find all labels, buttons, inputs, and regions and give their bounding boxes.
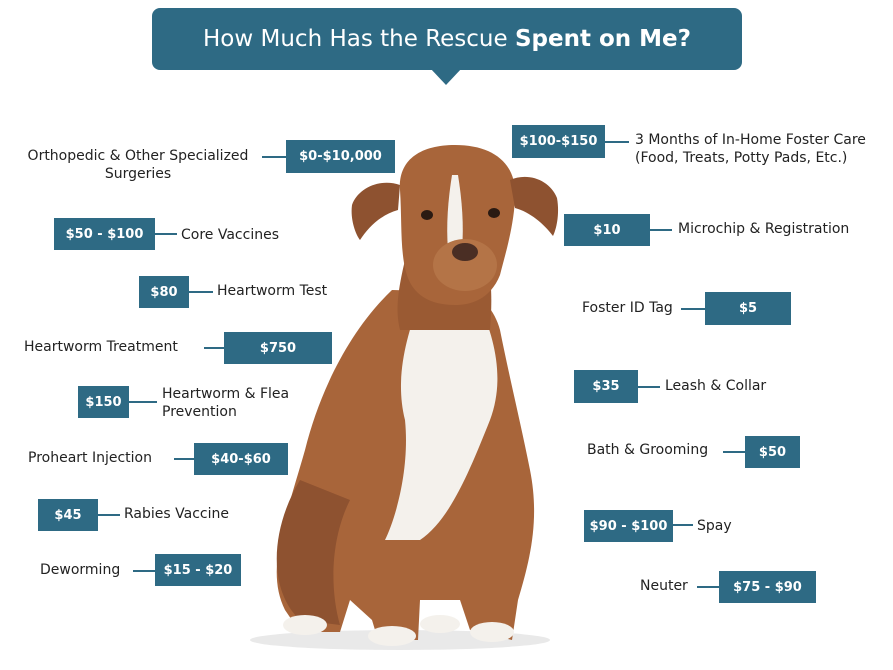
proheart-connector bbox=[174, 458, 194, 460]
proheart-label: Proheart Injection bbox=[28, 450, 152, 466]
bath-connector bbox=[723, 451, 745, 453]
ortho-label-line2: Surgeries bbox=[104, 166, 172, 182]
title-bold: Spent on Me? bbox=[514, 26, 691, 52]
bath-price-tag: $50 bbox=[745, 436, 800, 468]
ortho-label-line1: Orthopedic & Other Specialized bbox=[27, 148, 249, 164]
heartworm-flea-connector bbox=[129, 401, 157, 403]
heartworm-treatment-price-tag: $750 bbox=[224, 332, 332, 364]
microchip-connector bbox=[650, 229, 672, 231]
heartworm-flea-price-tag: $150 bbox=[78, 386, 129, 418]
ortho-label: Orthopedic & Other Specialized Surgeries bbox=[18, 147, 258, 183]
bath-label: Bath & Grooming bbox=[587, 442, 709, 458]
title-banner: How Much Has the Rescue Spent on Me? bbox=[152, 8, 742, 70]
core-vaccines-label: Core Vaccines bbox=[181, 227, 279, 243]
foster-care-label-line2: (Food, Treats, Potty Pads, Etc.) bbox=[635, 150, 848, 166]
microchip-price-tag: $10 bbox=[564, 214, 650, 246]
spay-price-tag: $90 - $100 bbox=[584, 510, 673, 542]
rabies-connector bbox=[98, 514, 120, 516]
rabies-price-tag: $45 bbox=[38, 499, 98, 531]
neuter-price-tag: $75 - $90 bbox=[719, 571, 816, 603]
heartworm-flea-label: Heartworm & Flea Prevention bbox=[162, 385, 289, 421]
core-vaccines-connector bbox=[155, 233, 177, 235]
foster-care-label-line1: 3 Months of In-Home Foster Care bbox=[635, 132, 866, 148]
neuter-label: Neuter bbox=[640, 578, 688, 594]
foster-tag-label: Foster ID Tag bbox=[582, 300, 673, 316]
deworming-price-tag: $15 - $20 bbox=[155, 554, 241, 586]
foster-care-price-tag: $100-$150 bbox=[512, 125, 605, 158]
microchip-label: Microchip & Registration bbox=[678, 221, 850, 237]
proheart-price-tag: $40-$60 bbox=[194, 443, 288, 475]
spay-connector bbox=[673, 524, 693, 526]
ortho-connector bbox=[262, 156, 286, 158]
leash-price-tag: $35 bbox=[574, 370, 638, 403]
title-prefix: How Much Has the Rescue bbox=[203, 26, 515, 52]
heartworm-treatment-label: Heartworm Treatment bbox=[24, 339, 178, 355]
heartworm-treatment-connector bbox=[204, 347, 224, 349]
heartworm-test-connector bbox=[189, 291, 213, 293]
foster-tag-price-tag: $5 bbox=[705, 292, 791, 325]
ortho-price-tag: $0-$10,000 bbox=[286, 140, 395, 173]
rabies-label: Rabies Vaccine bbox=[124, 506, 229, 522]
foster-tag-connector bbox=[681, 308, 705, 310]
heartworm-test-price-tag: $80 bbox=[139, 276, 189, 308]
core-vaccines-price-tag: $50 - $100 bbox=[54, 218, 155, 250]
leash-label: Leash & Collar bbox=[665, 378, 767, 394]
foster-care-label: 3 Months of In-Home Foster Care (Food, T… bbox=[635, 131, 866, 167]
banner-pointer bbox=[430, 68, 462, 85]
spay-label: Spay bbox=[697, 518, 732, 534]
heartworm-flea-label-line1: Heartworm & Flea bbox=[162, 386, 290, 402]
foster-care-connector bbox=[605, 141, 629, 143]
deworming-label: Deworming bbox=[40, 562, 121, 578]
heartworm-test-label: Heartworm Test bbox=[217, 283, 328, 299]
leash-connector bbox=[638, 386, 660, 388]
deworming-connector bbox=[133, 570, 155, 572]
heartworm-flea-label-line2: Prevention bbox=[162, 404, 237, 420]
neuter-connector bbox=[697, 586, 719, 588]
